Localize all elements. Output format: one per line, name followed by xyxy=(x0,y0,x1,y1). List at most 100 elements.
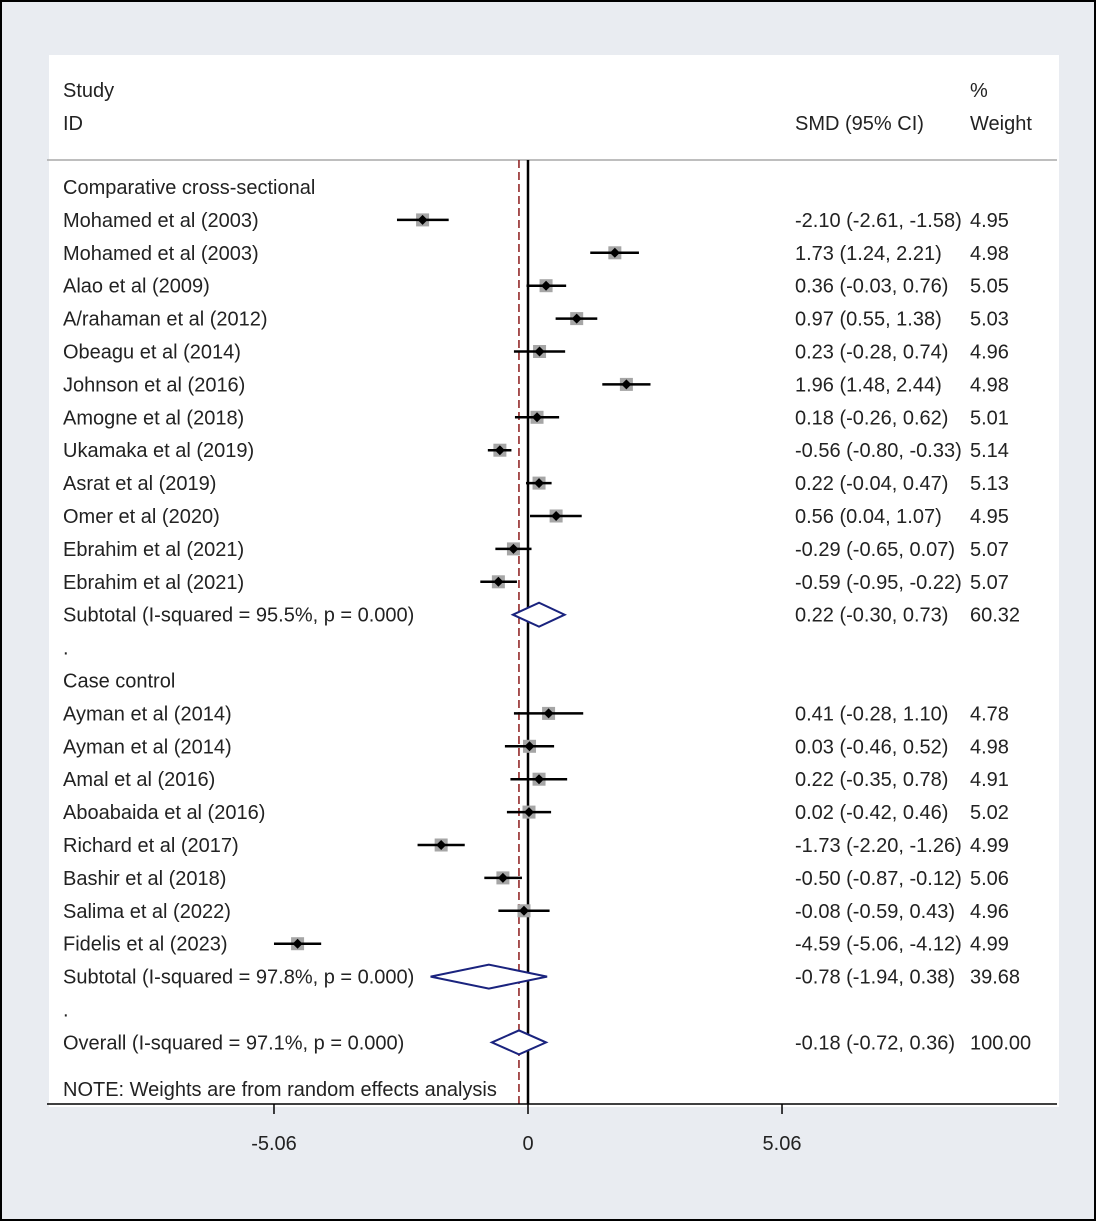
study-label: Omer et al (2020) xyxy=(63,506,220,528)
study-label: Richard et al (2017) xyxy=(63,835,239,857)
weight-text: 4.91 xyxy=(970,769,1009,791)
study-label: Alao et al (2009) xyxy=(63,276,210,298)
effect-ci-text: 0.22 (-0.35, 0.78) xyxy=(795,769,948,791)
weight-text: 4.99 xyxy=(970,934,1009,956)
weight-text: 5.03 xyxy=(970,309,1009,331)
weight-text: 4.96 xyxy=(970,342,1009,364)
point-estimate xyxy=(524,741,535,752)
weight-text: 5.14 xyxy=(970,440,1009,462)
group-label: Comparative cross-sectional xyxy=(63,177,315,199)
effect-ci-text: 0.22 (-0.04, 0.47) xyxy=(795,473,948,495)
point-estimate xyxy=(494,445,505,456)
x-tick-label: 5.06 xyxy=(763,1133,802,1155)
point-estimate xyxy=(524,807,535,818)
point-estimate xyxy=(292,938,303,949)
subtotal-label: Subtotal (I-squared = 95.5%, p = 0.000) xyxy=(63,605,414,627)
header-id: ID xyxy=(63,113,83,135)
weight-text: 4.95 xyxy=(970,210,1009,232)
header-weight: Weight xyxy=(970,113,1032,135)
point-estimate xyxy=(621,379,632,390)
effect-ci-text: -0.59 (-0.95, -0.22) xyxy=(795,572,962,594)
weight-text: 4.99 xyxy=(970,835,1009,857)
point-estimate xyxy=(493,576,504,587)
point-estimate xyxy=(518,905,529,916)
plot-panel xyxy=(49,55,1059,1107)
group-label: Case control xyxy=(63,671,175,693)
study-label: Aboabaida et al (2016) xyxy=(63,802,265,824)
effect-ci-text: -0.08 (-0.59, 0.43) xyxy=(795,901,955,923)
weight-text: 5.02 xyxy=(970,802,1009,824)
effect-ci-text: -2.10 (-2.61, -1.58) xyxy=(795,210,962,232)
point-estimate xyxy=(534,478,545,489)
effect-ci-text: -0.29 (-0.65, 0.07) xyxy=(795,539,955,561)
study-label: Salima et al (2022) xyxy=(63,901,231,923)
point-estimate xyxy=(551,511,562,521)
point-estimate xyxy=(534,346,545,357)
study-label: Fidelis et al (2023) xyxy=(63,934,228,956)
study-label: Mohamed et al (2003) xyxy=(63,210,259,232)
effect-ci-text: 0.22 (-0.30, 0.73) xyxy=(795,605,948,627)
effect-ci-text: 0.03 (-0.46, 0.52) xyxy=(795,736,948,758)
weight-text: 5.01 xyxy=(970,407,1009,429)
weight-text: 4.98 xyxy=(970,736,1009,758)
weight-text: 4.98 xyxy=(970,374,1009,396)
study-label: Ebrahim et al (2021) xyxy=(63,572,244,594)
point-estimate xyxy=(571,313,582,324)
effect-ci-text: 1.96 (1.48, 2.44) xyxy=(795,374,942,396)
weight-text: 5.06 xyxy=(970,868,1009,890)
rows-layer: Comparative cross-sectional Mohamed et al… xyxy=(63,177,1031,1056)
weight-text: 39.68 xyxy=(970,967,1020,989)
weight-text: 5.13 xyxy=(970,473,1009,495)
effect-ci-text: 0.18 (-0.26, 0.62) xyxy=(795,407,948,429)
study-label: Ayman et al (2014) xyxy=(63,736,232,758)
weight-text: 4.98 xyxy=(970,243,1009,265)
effect-ci-text: 0.02 (-0.42, 0.46) xyxy=(795,802,948,824)
point-estimate xyxy=(541,280,552,291)
effect-ci-text: 0.56 (0.04, 1.07) xyxy=(795,506,942,528)
weight-text: 4.78 xyxy=(970,703,1009,725)
effect-ci-text: -0.18 (-0.72, 0.36) xyxy=(795,1032,955,1054)
effect-ci-text: -0.50 (-0.87, -0.12) xyxy=(795,868,962,890)
weight-text: 5.07 xyxy=(970,539,1009,561)
study-label: Obeagu et al (2014) xyxy=(63,342,241,364)
study-label: Ayman et al (2014) xyxy=(63,703,232,725)
study-label: A/rahaman et al (2012) xyxy=(63,309,268,331)
point-estimate xyxy=(436,840,447,850)
header-effect: SMD (95% CI) xyxy=(795,113,924,135)
study-label: Ukamaka et al (2019) xyxy=(63,440,254,462)
point-estimate xyxy=(497,872,508,883)
pooled-diamond xyxy=(510,601,568,628)
x-tick-label: 0 xyxy=(522,1133,533,1155)
effect-ci-text: -1.73 (-2.20, -1.26) xyxy=(795,835,962,857)
study-label: Mohamed et al (2003) xyxy=(63,243,259,265)
study-label: Ebrahim et al (2021) xyxy=(63,539,244,561)
effect-ci-text: 0.97 (0.55, 1.38) xyxy=(795,309,942,331)
header-percent: % xyxy=(970,80,988,102)
header-study: Study xyxy=(63,80,114,102)
weight-text: 100.00 xyxy=(970,1032,1031,1054)
study-label: Amogne et al (2018) xyxy=(63,407,244,429)
study-label: Amal et al (2016) xyxy=(63,769,215,791)
point-estimate xyxy=(417,214,428,225)
note: NOTE: Weights are from random effects an… xyxy=(63,1079,497,1101)
point-estimate xyxy=(609,247,620,258)
effect-ci-text: 0.41 (-0.28, 1.10) xyxy=(795,703,948,725)
point-estimate xyxy=(532,412,543,423)
effect-ci-text: -0.78 (-1.94, 0.38) xyxy=(795,967,955,989)
point-estimate xyxy=(543,708,554,719)
study-label: Bashir et al (2018) xyxy=(63,868,226,890)
subtotal-label: Subtotal (I-squared = 97.8%, p = 0.000) xyxy=(63,967,414,989)
study-label: Johnson et al (2016) xyxy=(63,374,245,396)
subtotal-label: Overall (I-squared = 97.1%, p = 0.000) xyxy=(63,1032,404,1054)
effect-ci-text: -4.59 (-5.06, -4.12) xyxy=(795,934,962,956)
effect-ci-text: -0.56 (-0.80, -0.33) xyxy=(795,440,962,462)
pooled-diamond xyxy=(489,1029,549,1056)
point-estimate xyxy=(534,774,545,785)
x-tick-label: -5.06 xyxy=(251,1133,297,1155)
weight-text: 5.07 xyxy=(970,572,1009,594)
weight-text: 4.96 xyxy=(970,901,1009,923)
point-estimate xyxy=(508,543,519,554)
effect-ci-text: 1.73 (1.24, 2.21) xyxy=(795,243,942,265)
